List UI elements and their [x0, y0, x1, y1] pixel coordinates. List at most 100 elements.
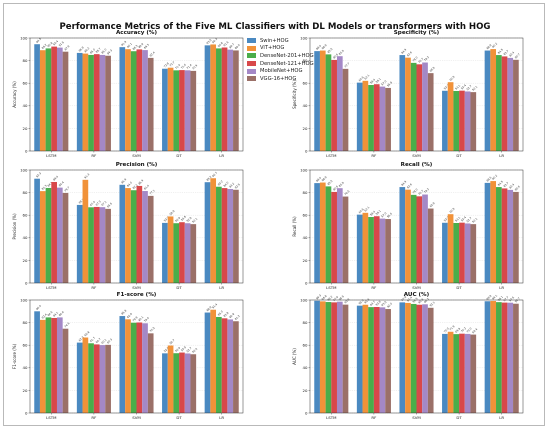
bar-value-label: 95.9	[343, 297, 350, 304]
y-tick-label: 0	[25, 148, 28, 153]
bar	[427, 73, 434, 151]
y-tick-label: 40	[23, 365, 28, 370]
x-tick-label: DT	[176, 285, 182, 290]
panel-title: AUC (%)	[404, 292, 430, 298]
bar-value-label: 57.0	[380, 211, 387, 218]
y-tick-label: 0	[305, 148, 308, 153]
bar-value-label: 65.9	[429, 201, 436, 208]
bar	[34, 178, 40, 283]
bar	[336, 301, 343, 413]
bar	[453, 90, 460, 151]
bar	[410, 62, 417, 151]
bar	[319, 301, 326, 413]
bar	[45, 48, 52, 152]
y-tick-label: 100	[300, 35, 308, 40]
bar-value-label: 80.7	[514, 52, 521, 59]
bar-value-label: 53.5	[180, 345, 187, 352]
x-tick-label: LSTM	[326, 153, 336, 158]
bar-value-label: 84.6	[58, 310, 65, 317]
x-tick-label: LR	[499, 415, 504, 420]
bar	[447, 214, 454, 283]
bar-value-label: 98.1	[497, 295, 504, 302]
bar-value-label: 91.9	[120, 40, 127, 47]
plot-frame	[29, 37, 244, 152]
bar-value-label: 80.6	[332, 184, 339, 191]
bar-value-label: 97.6	[508, 295, 515, 302]
bar	[379, 218, 386, 283]
y-axis-label: F1-score (%)	[12, 343, 17, 369]
bar-value-label: 99.1	[491, 293, 498, 300]
bar-value-label: 80.6	[332, 52, 339, 59]
x-tick-label: SVM	[132, 285, 141, 290]
bar	[204, 312, 211, 413]
bar	[331, 59, 337, 152]
bar-value-label: 79.4	[143, 316, 150, 323]
bar-value-label: 52.7	[185, 346, 192, 353]
bar-value-label: 52.9	[174, 216, 181, 223]
bar-value-label: 70.5	[149, 326, 156, 333]
bar-value-label: 66.8	[83, 330, 90, 337]
bar	[470, 92, 477, 151]
bar	[416, 304, 423, 413]
bar	[227, 188, 234, 283]
bar	[416, 64, 423, 151]
x-tick-label: SVM	[412, 415, 421, 420]
chart-panel: Accuracy (%) Accuracy (%) 0 20 40 60 80 100 94.5…	[12, 30, 244, 158]
bar-value-label: 53.8	[180, 215, 187, 222]
bar	[490, 49, 497, 151]
bar-value-label: 60.3	[106, 337, 113, 344]
legend-entry: VGG-16+HOG	[247, 75, 343, 83]
legend-swatch	[247, 61, 256, 67]
bar	[190, 224, 197, 283]
x-tick-label: SVM	[132, 415, 141, 420]
y-tick-label: 80	[303, 320, 308, 325]
panel-title: Precision (%)	[116, 162, 158, 168]
bar	[173, 70, 180, 151]
bar	[331, 302, 337, 413]
y-tick-label: 40	[23, 103, 28, 108]
bar	[62, 51, 69, 151]
y-tick-label: 40	[303, 365, 308, 370]
bar-value-label: 98.5	[338, 294, 345, 301]
bar	[162, 222, 168, 283]
bar-value-label: 88.4	[315, 44, 322, 51]
y-tick-label: 60	[23, 81, 28, 86]
plot-frame	[309, 299, 524, 414]
bar	[210, 309, 217, 413]
panel-title: Recall (%)	[401, 162, 433, 168]
y-tick-label: 0	[25, 410, 28, 415]
bar-value-label: 85.9	[137, 178, 144, 185]
bar	[162, 353, 168, 413]
bar	[405, 302, 411, 413]
panel-title: Specificity (%)	[394, 30, 440, 36]
bar	[147, 57, 154, 151]
bar-value-label: 78.0	[412, 55, 419, 62]
bar-value-label: 71.6	[180, 63, 187, 70]
bar	[356, 82, 363, 151]
bar	[385, 309, 391, 413]
y-tick-label: 20	[23, 126, 28, 131]
chart-panel: Precision (%) Precision (%) 0 20 40 60 80 100 92…	[12, 162, 244, 290]
bar-value-label: 79.7	[63, 185, 70, 192]
bar	[82, 179, 89, 283]
bar	[416, 196, 423, 283]
bar-value-label: 88.6	[485, 175, 492, 182]
bar	[204, 182, 211, 283]
bar-value-label: 52.7	[465, 84, 472, 91]
bar	[484, 301, 491, 413]
bar-value-label: 67.0	[89, 200, 96, 207]
bar-value-label: 60.9	[448, 75, 455, 82]
y-tick-label: 40	[303, 235, 308, 240]
bar-value-label: 88.3	[132, 44, 139, 51]
y-tick-label: 20	[303, 258, 308, 263]
bar	[82, 337, 89, 413]
bar-value-label: 60.5	[358, 207, 365, 214]
bar-value-label: 92.0	[386, 301, 393, 308]
bar-value-label: 70.0	[443, 326, 450, 333]
x-tick-label: DT	[456, 153, 462, 158]
bar	[453, 222, 460, 283]
bar-value-label: 52.1	[471, 85, 478, 92]
bar	[422, 304, 428, 413]
bar-value-label: 70.2	[460, 326, 467, 333]
bar	[190, 354, 197, 413]
